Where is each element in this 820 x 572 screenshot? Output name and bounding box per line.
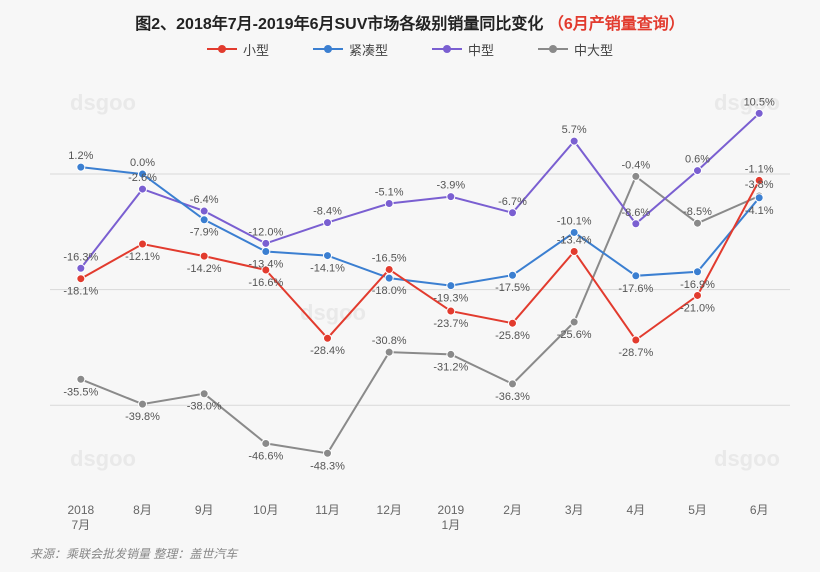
svg-text:-16.3%: -16.3% [63, 251, 98, 263]
svg-text:-39.8%: -39.8% [125, 411, 160, 423]
x-axis-label: 9月 [173, 503, 235, 532]
svg-text:-28.7%: -28.7% [618, 347, 653, 359]
chart-plot-area: -35.5% -39.8% -38.0% -46.6% -48.3% -30.8% -31.… [50, 70, 790, 492]
legend-label: 中型 [468, 40, 494, 59]
svg-text:-5.1%: -5.1% [375, 187, 404, 199]
svg-text:-10.1%: -10.1% [557, 215, 592, 227]
legend-item-mid: 中型 [432, 40, 494, 59]
svg-text:-16.9%: -16.9% [680, 279, 715, 291]
legend-swatch [207, 48, 237, 50]
x-axis-label: 8月 [112, 503, 174, 532]
svg-text:-28.4%: -28.4% [310, 345, 345, 357]
x-axis-label: 10月 [235, 503, 297, 532]
svg-text:-6.4%: -6.4% [190, 194, 219, 206]
svg-text:-17.5%: -17.5% [495, 282, 530, 294]
x-axis-label: 4月 [605, 503, 667, 532]
svg-text:-16.6%: -16.6% [248, 277, 283, 289]
legend-swatch [313, 48, 343, 50]
svg-text:-25.8%: -25.8% [495, 330, 530, 342]
svg-text:-13.4%: -13.4% [557, 235, 592, 247]
svg-text:-4.1%: -4.1% [745, 205, 774, 217]
svg-text:-2.6%: -2.6% [128, 172, 157, 184]
svg-text:-46.6%: -46.6% [248, 450, 283, 462]
x-axis-label: 6月 [728, 503, 790, 532]
svg-text:-6.7%: -6.7% [498, 196, 527, 208]
svg-text:-3.9%: -3.9% [436, 180, 465, 192]
x-axis-label: 11月 [297, 503, 359, 532]
x-axis-label: 2月 [482, 503, 544, 532]
svg-text:-30.8%: -30.8% [372, 335, 407, 347]
svg-text:-0.4%: -0.4% [621, 159, 650, 171]
svg-text:-8.5%: -8.5% [683, 206, 712, 218]
svg-text:-35.5%: -35.5% [63, 386, 98, 398]
svg-text:-17.6%: -17.6% [618, 283, 653, 295]
legend-item-small: 小型 [207, 40, 269, 59]
svg-text:10.5%: 10.5% [744, 96, 775, 108]
svg-text:-36.3%: -36.3% [495, 391, 530, 403]
svg-text:-19.3%: -19.3% [433, 293, 468, 305]
x-axis-label: 3月 [543, 503, 605, 532]
legend-label: 紧凑型 [349, 40, 388, 59]
chart-svg: -35.5% -39.8% -38.0% -46.6% -48.3% -30.8% -31.… [50, 70, 790, 492]
svg-text:-25.6%: -25.6% [557, 329, 592, 341]
svg-text:-38.0%: -38.0% [187, 401, 222, 413]
svg-text:-48.3%: -48.3% [310, 460, 345, 472]
x-axis-label: 5月 [667, 503, 729, 532]
svg-text:-21.0%: -21.0% [680, 302, 715, 314]
x-axis-label: 2019 1月 [420, 503, 482, 532]
svg-text:-8.4%: -8.4% [313, 206, 342, 218]
legend-swatch [538, 48, 568, 50]
svg-text:-23.7%: -23.7% [433, 318, 468, 330]
svg-text:-18.0%: -18.0% [372, 285, 407, 297]
svg-text:-14.2%: -14.2% [187, 263, 222, 275]
legend-label: 小型 [243, 40, 269, 59]
svg-text:-12.0%: -12.0% [248, 226, 283, 238]
chart-title: 图2、2018年7月-2019年6月SUV市场各级别销量同比变化 （6月产销量查… [0, 10, 820, 34]
chart-container: dsgoo dsgoo dsgoo dsgoo dsgoo 图2、2018年7月… [0, 0, 820, 572]
chart-title-highlight: （6月产销量查询） [548, 16, 685, 33]
legend-item-midlg: 中大型 [538, 40, 613, 59]
chart-source-label: 来源：乘联会批发销量 整理：盖世汽车 [30, 545, 237, 562]
svg-text:-14.1%: -14.1% [310, 263, 345, 275]
chart-title-main: 图2、2018年7月-2019年6月SUV市场各级别销量同比变化 [135, 16, 543, 33]
legend-item-compact: 紧凑型 [313, 40, 388, 59]
svg-text:0.0%: 0.0% [130, 157, 155, 169]
svg-text:-31.2%: -31.2% [433, 361, 468, 373]
svg-text:0.6%: 0.6% [685, 154, 710, 166]
svg-text:-8.6%: -8.6% [621, 207, 650, 219]
svg-text:-3.8%: -3.8% [745, 179, 774, 191]
svg-text:-1.1%: -1.1% [745, 163, 774, 175]
legend-label: 中大型 [574, 40, 613, 59]
svg-text:-7.9%: -7.9% [190, 227, 219, 239]
svg-text:-12.1%: -12.1% [125, 251, 160, 263]
chart-legend: 小型 紧凑型 中型 中大型 [0, 38, 820, 59]
svg-text:1.2%: 1.2% [68, 150, 93, 162]
svg-text:-16.5%: -16.5% [372, 252, 407, 264]
chart-x-axis: 2018 7月8月9月10月11月12月2019 1月2月3月4月5月6月 [50, 503, 790, 532]
x-axis-label: 12月 [358, 503, 420, 532]
x-axis-label: 2018 7月 [50, 503, 112, 532]
svg-text:5.7%: 5.7% [562, 124, 587, 136]
svg-text:-13.4%: -13.4% [248, 259, 283, 271]
legend-swatch [432, 48, 462, 50]
svg-text:-18.1%: -18.1% [63, 286, 98, 298]
